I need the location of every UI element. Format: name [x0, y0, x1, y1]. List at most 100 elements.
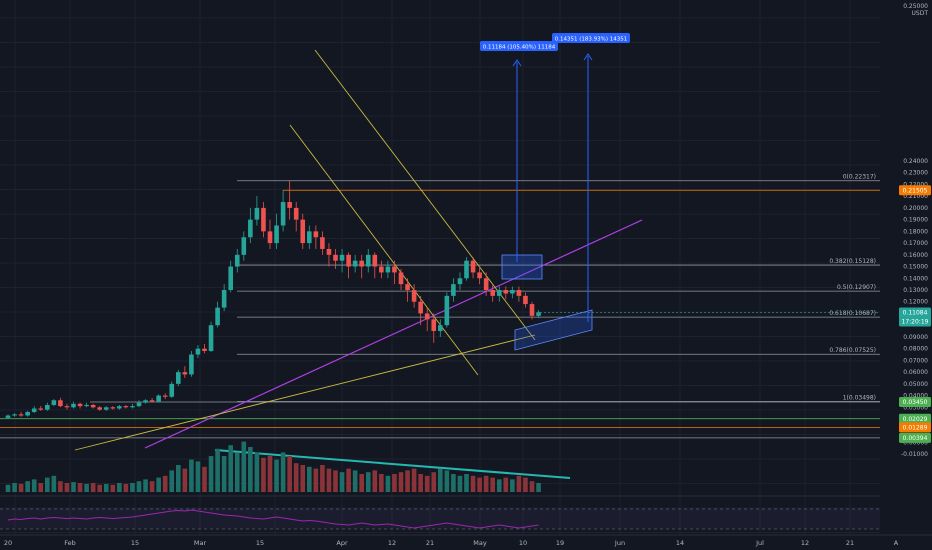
candle[interactable]	[84, 404, 89, 407]
time-axis[interactable]: 20 Feb 15 Mar 15 Apr 12 21 May 10 19 Jun 14 Jul 12 21 A	[0, 534, 932, 547]
candle[interactable]	[31, 408, 37, 413]
candle[interactable]	[444, 295, 450, 326]
purple-trendline[interactable]	[144, 219, 643, 449]
candle[interactable]	[156, 395, 161, 402]
candle[interactable]	[333, 254, 338, 261]
candle[interactable]	[339, 254, 345, 261]
candle[interactable]	[202, 348, 207, 352]
candle[interactable]	[18, 414, 24, 416]
rsi-line[interactable]	[7, 509, 539, 529]
candle[interactable]	[162, 395, 168, 397]
candle[interactable]	[418, 301, 423, 314]
candle[interactable]	[136, 402, 142, 407]
candle[interactable]	[130, 406, 135, 408]
candle[interactable]	[516, 290, 522, 296]
fibonacci-retracement[interactable]: 0(0.22317) 0.382(0.15128) 0.5(0.12907) 0.61…	[0, 174, 880, 439]
yellow-channel-lower[interactable]	[289, 124, 479, 376]
candle[interactable]	[490, 290, 495, 296]
yellow-trendline[interactable]	[74, 334, 536, 451]
candle[interactable]	[176, 372, 181, 384]
projection-box[interactable]	[514, 309, 593, 351]
candle[interactable]	[359, 260, 364, 267]
candle[interactable]	[320, 237, 325, 249]
candle[interactable]	[71, 403, 76, 408]
candle[interactable]	[379, 266, 384, 273]
candle[interactable]	[293, 207, 299, 220]
candle[interactable]	[234, 254, 240, 267]
candle[interactable]	[398, 272, 404, 285]
candle[interactable]	[228, 266, 233, 291]
price-range-measures[interactable]: 0.11184 (105.40%) 11184 0.14351 (183.93%)…	[480, 33, 630, 322]
candle[interactable]	[123, 406, 129, 408]
candle[interactable]	[477, 272, 482, 279]
candle[interactable]	[300, 219, 306, 244]
candle[interactable]	[529, 304, 535, 316]
entry-zone-box[interactable]	[501, 254, 543, 280]
candle[interactable]	[405, 284, 410, 291]
candle[interactable]	[274, 225, 279, 244]
candle[interactable]	[169, 383, 175, 397]
price-axis[interactable]: 0.25000 USDT 0.24000 0.23000 0.22000 0.2100…	[880, 0, 932, 550]
candle[interactable]	[483, 278, 489, 291]
candle[interactable]	[307, 231, 312, 244]
volume-trendline[interactable]	[214, 449, 571, 479]
candlesticks[interactable]	[5, 180, 541, 420]
candle[interactable]	[313, 231, 319, 238]
candle[interactable]	[38, 408, 44, 410]
candle[interactable]	[496, 290, 502, 296]
candle[interactable]	[12, 414, 17, 416]
candle[interactable]	[5, 415, 11, 418]
candle[interactable]	[149, 400, 155, 402]
candle[interactable]	[25, 412, 30, 416]
candle[interactable]	[215, 307, 220, 326]
candle[interactable]	[208, 325, 214, 352]
candle[interactable]	[280, 202, 286, 226]
time-axis-label: Jun	[614, 539, 625, 547]
candle[interactable]	[536, 312, 541, 316]
candle[interactable]	[58, 400, 63, 407]
candle[interactable]	[523, 295, 528, 305]
candle[interactable]	[424, 313, 430, 320]
candle[interactable]	[189, 354, 194, 375]
candle[interactable]	[451, 284, 456, 296]
candle[interactable]	[254, 207, 260, 220]
candle[interactable]	[457, 278, 463, 285]
candle[interactable]	[221, 290, 227, 308]
candle[interactable]	[411, 290, 417, 302]
candle[interactable]	[392, 266, 397, 273]
candle[interactable]	[77, 403, 83, 407]
candle[interactable]	[90, 404, 96, 408]
candle[interactable]	[103, 407, 109, 410]
candle[interactable]	[372, 254, 378, 267]
candle[interactable]	[326, 248, 332, 255]
trend-drawings[interactable]	[74, 49, 643, 479]
candle[interactable]	[117, 406, 122, 409]
candle[interactable]	[346, 254, 351, 267]
candle[interactable]	[464, 260, 469, 279]
candle[interactable]	[64, 406, 70, 408]
candle[interactable]	[470, 260, 476, 273]
candle[interactable]	[97, 407, 102, 410]
candle[interactable]	[352, 260, 358, 267]
candle[interactable]	[503, 290, 509, 294]
volume-bar	[18, 483, 24, 492]
candle[interactable]	[45, 404, 50, 410]
candle[interactable]	[143, 400, 148, 403]
candle[interactable]	[51, 400, 57, 405]
candle[interactable]	[110, 407, 116, 409]
candle[interactable]	[287, 202, 292, 208]
candle[interactable]	[510, 290, 515, 294]
candle[interactable]	[241, 237, 247, 255]
candle[interactable]	[182, 372, 188, 375]
volume-bar	[529, 481, 535, 492]
candle[interactable]	[195, 348, 201, 355]
candle[interactable]	[248, 219, 253, 238]
rsi-pane[interactable]: 80.0040.00	[0, 495, 928, 530]
candle[interactable]	[261, 207, 266, 232]
candle[interactable]	[385, 266, 391, 273]
candle[interactable]	[431, 319, 437, 332]
candle[interactable]	[438, 325, 443, 332]
candle[interactable]	[365, 254, 371, 267]
candle[interactable]	[267, 231, 273, 244]
